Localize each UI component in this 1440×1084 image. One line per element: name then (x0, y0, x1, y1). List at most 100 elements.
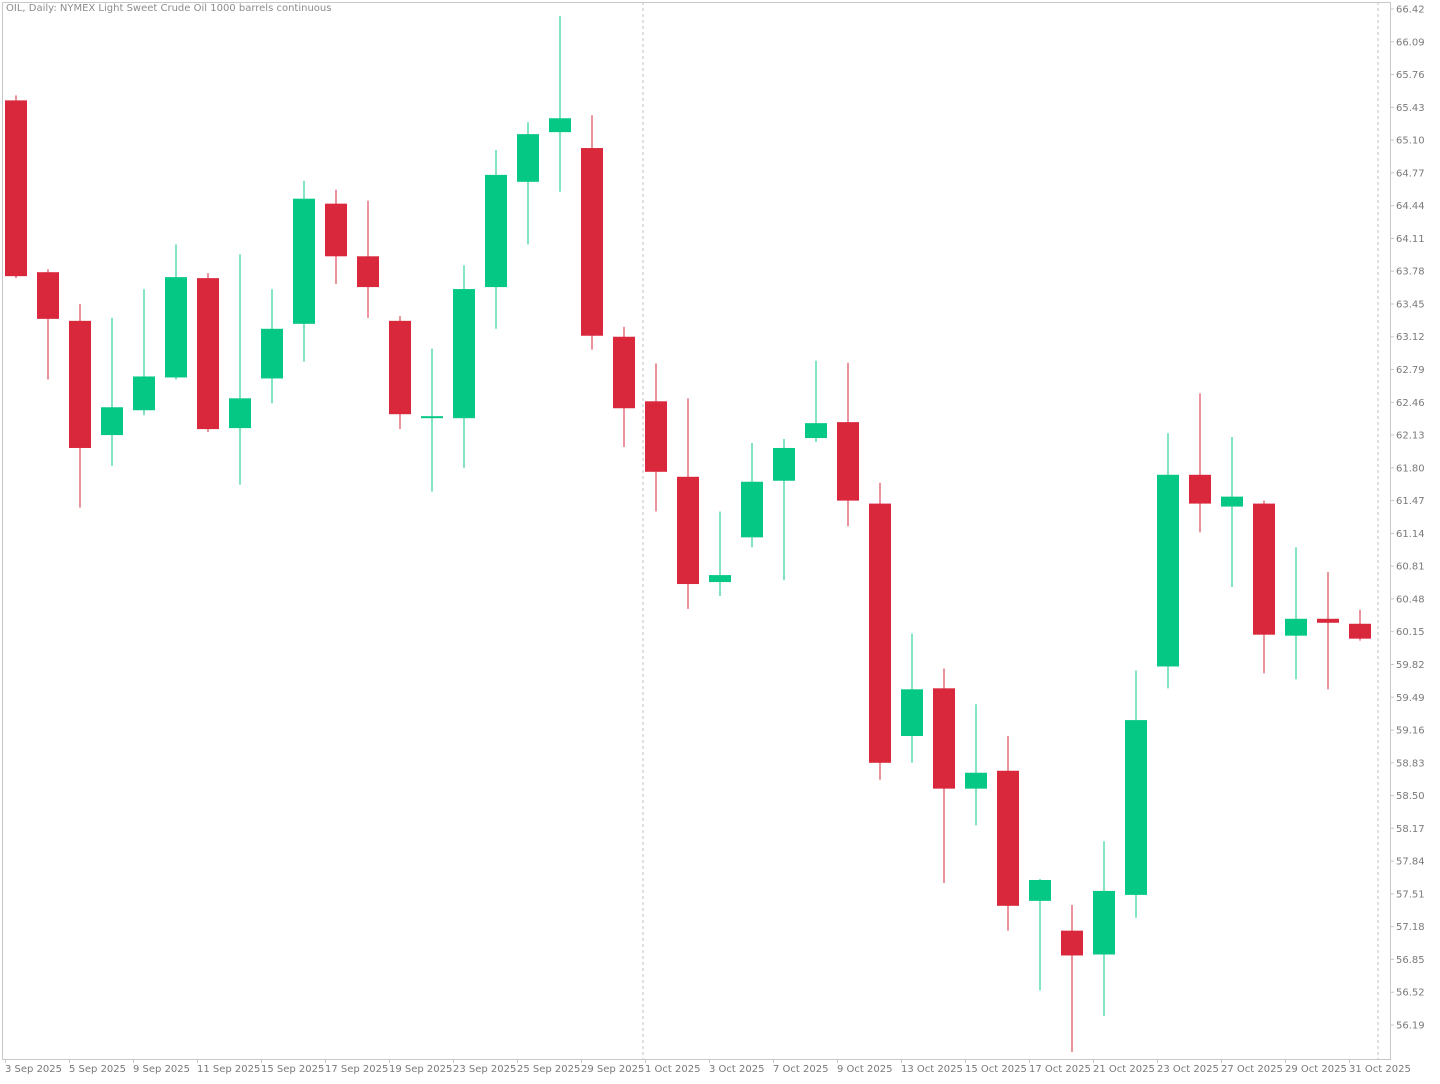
candle (517, 122, 539, 245)
candle (69, 303, 91, 508)
candle (1285, 547, 1307, 680)
x-tick-label: 7 Oct 2025 (773, 1064, 828, 1075)
candle (197, 273, 219, 433)
x-tick-label: 29 Oct 2025 (1285, 1064, 1347, 1075)
candle (1349, 609, 1371, 641)
candle-body (805, 423, 827, 439)
y-tick-label: 61.14 (1396, 529, 1425, 540)
candle-body (1317, 618, 1339, 623)
candle-body (581, 148, 603, 336)
x-tick-label: 1 Oct 2025 (645, 1064, 700, 1075)
candle-body (997, 770, 1019, 906)
candle-body (325, 203, 347, 257)
candle-body (1189, 474, 1211, 504)
candle-body (133, 376, 155, 411)
candle (933, 668, 955, 883)
candle (709, 511, 731, 596)
candle (5, 95, 27, 279)
candle (773, 439, 795, 581)
candle (581, 115, 603, 350)
y-tick-label: 64.77 (1396, 168, 1425, 179)
y-tick-label: 65.43 (1396, 103, 1425, 114)
candle (133, 289, 155, 416)
y-tick-label: 60.48 (1396, 594, 1425, 605)
candle-body (741, 481, 763, 538)
candle (869, 482, 891, 780)
x-tick-label: 5 Sep 2025 (69, 1064, 126, 1075)
y-tick-label: 66.09 (1396, 37, 1425, 48)
candle (965, 704, 987, 826)
y-tick-label: 61.47 (1396, 496, 1425, 507)
candle-body (1061, 930, 1083, 956)
candle (549, 15, 571, 192)
y-tick-label: 63.45 (1396, 299, 1425, 310)
y-tick-label: 59.82 (1396, 660, 1425, 671)
candle-body (709, 575, 731, 583)
period-separator-layer (642, 2, 1379, 1059)
x-tick-label: 15 Oct 2025 (965, 1064, 1027, 1075)
x-tick-label: 27 Oct 2025 (1221, 1064, 1283, 1075)
candle (901, 633, 923, 763)
candle-body (5, 100, 27, 277)
candle (325, 189, 347, 285)
candle (421, 348, 443, 492)
candle-body (773, 447, 795, 481)
candle-body (837, 422, 859, 501)
candle (485, 150, 507, 329)
candle-body (549, 118, 571, 133)
candle-body (165, 277, 187, 378)
candle (1189, 393, 1211, 533)
y-tick-label: 59.49 (1396, 693, 1425, 704)
y-tick-label: 66.42 (1396, 5, 1425, 16)
candle-body (1349, 623, 1371, 639)
y-tick-label: 57.84 (1396, 857, 1425, 868)
candle-body (1157, 474, 1179, 667)
candle-body (421, 416, 443, 419)
candle-body (1253, 503, 1275, 635)
x-tick-label: 3 Sep 2025 (5, 1064, 62, 1075)
candle (645, 363, 667, 512)
candle-body (1285, 618, 1307, 636)
candle (1029, 879, 1051, 991)
axes-layer: 66.42 66.09 65.76 65.43 65.10 64.77 64.44 64.11… (2, 2, 1425, 1075)
y-tick-label: 56.19 (1396, 1021, 1425, 1032)
plot-border (2, 2, 1391, 1060)
x-tick-label: 31 Oct 2025 (1349, 1064, 1411, 1075)
candle-body (901, 689, 923, 736)
candle-body (965, 772, 987, 789)
candle (997, 735, 1019, 931)
candle (1253, 500, 1275, 674)
candle (229, 254, 251, 485)
x-tick-label: 29 Sep 2025 (581, 1064, 644, 1075)
candle (453, 265, 475, 468)
candle-body (229, 398, 251, 429)
candle-body (293, 198, 315, 324)
x-tick-label: 11 Sep 2025 (197, 1064, 260, 1075)
candle (293, 180, 315, 362)
candle-body (517, 134, 539, 182)
x-tick-label: 3 Oct 2025 (709, 1064, 764, 1075)
y-tick-label: 60.15 (1396, 627, 1425, 638)
candle (1221, 437, 1243, 588)
candle-body (197, 278, 219, 430)
y-tick-label: 65.10 (1396, 136, 1425, 147)
y-tick-label: 58.17 (1396, 824, 1425, 835)
x-tick-label: 23 Sep 2025 (453, 1064, 516, 1075)
y-tick-label: 58.83 (1396, 758, 1425, 769)
x-tick-label: 9 Oct 2025 (837, 1064, 892, 1075)
candle-body (677, 476, 699, 585)
candle-body (261, 328, 283, 379)
candle-body (645, 401, 667, 472)
y-tick-label: 63.12 (1396, 332, 1425, 343)
candle (357, 200, 379, 318)
candle (101, 317, 123, 466)
candle (1157, 433, 1179, 689)
x-tick-label: 9 Sep 2025 (133, 1064, 190, 1075)
candle-body (357, 256, 379, 288)
x-tick-label: 23 Oct 2025 (1157, 1064, 1219, 1075)
y-tick-label: 56.52 (1396, 988, 1425, 999)
candle-body (933, 688, 955, 789)
candle (741, 443, 763, 548)
